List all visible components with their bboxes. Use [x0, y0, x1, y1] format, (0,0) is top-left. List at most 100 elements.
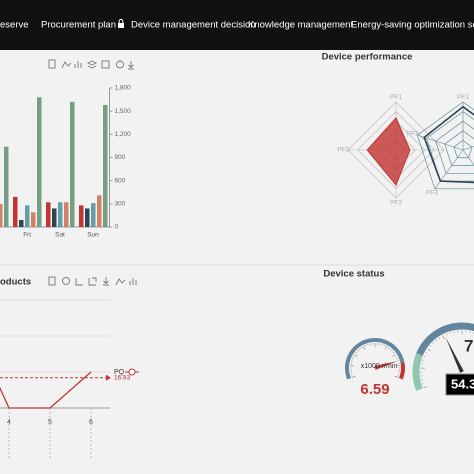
- tool-icon[interactable]: [101, 60, 110, 69]
- tool-icon[interactable]: [75, 278, 83, 286]
- gauge-tick: [365, 344, 367, 347]
- gauge-tick: [360, 347, 363, 349]
- tool-icon[interactable]: [74, 61, 82, 68]
- gauge-tick: [425, 352, 427, 354]
- x-tick-label: Sun: [87, 232, 99, 239]
- radar-ring: [453, 139, 473, 159]
- toolbar: [48, 276, 137, 286]
- nav-item[interactable]: Knowledge management: [248, 20, 353, 31]
- gauge-unit: x1000 r/min: [361, 363, 398, 370]
- gauge-tick: [396, 358, 399, 360]
- tool-icon[interactable]: [61, 61, 72, 69]
- gauge-arc: [412, 353, 423, 391]
- y-tick-label: 1,200: [115, 131, 132, 138]
- panel-title: Device performance: [322, 52, 413, 63]
- bar: [103, 104, 108, 227]
- panel-title: oducts: [0, 277, 31, 288]
- tool-icon[interactable]: [116, 60, 124, 69]
- bar: [79, 205, 84, 227]
- gauge-tick: [351, 375, 356, 378]
- y-tick-label: 1,500: [115, 108, 132, 115]
- gauge-tick: [395, 355, 398, 358]
- mark-arrow: [106, 374, 111, 381]
- gauge-value-box: [445, 373, 474, 396]
- lock-icon: [118, 18, 124, 28]
- y-tick-label: 900: [115, 154, 126, 161]
- line-series: [0, 371, 92, 409]
- bar: [4, 146, 9, 227]
- bar: [19, 220, 24, 227]
- gauge-arc: [345, 338, 405, 380]
- y-tick-label: 600: [115, 177, 126, 184]
- gauge-tick: [387, 347, 390, 349]
- nav-item[interactable]: Device management decision: [131, 20, 256, 31]
- tool-icon[interactable]: [115, 278, 126, 286]
- x-tick-label: Fri: [23, 232, 31, 239]
- gauge-tick: [355, 351, 358, 354]
- bar: [64, 202, 69, 227]
- legend-marker: [128, 368, 136, 376]
- bar: [91, 203, 96, 227]
- gauge-tick: [442, 335, 445, 340]
- gauge-tick: [389, 348, 392, 351]
- y-tick-label: 300: [115, 201, 126, 208]
- y-tick-label: 0: [115, 224, 119, 231]
- radar-label: PF3: [390, 200, 402, 207]
- bar: [0, 203, 3, 227]
- nav-item[interactable]: eserve: [0, 20, 29, 31]
- panel-title: Device status: [323, 269, 384, 280]
- nav-item[interactable]: Procurement plan: [41, 20, 116, 31]
- gauge-tick: [392, 351, 395, 354]
- tool-icon[interactable]: [86, 60, 98, 69]
- tool-icon[interactable]: [103, 277, 109, 286]
- radar-label: PF2: [337, 147, 349, 154]
- x-tick-label: 6: [89, 419, 93, 426]
- gauge-tick: [392, 353, 396, 357]
- bar: [31, 212, 36, 227]
- gauge-tick: [357, 350, 359, 352]
- legend-label: PQ: [114, 369, 125, 376]
- tool-icon[interactable]: [48, 276, 56, 286]
- tool-icon[interactable]: [48, 59, 56, 69]
- tool-icon[interactable]: [128, 61, 134, 70]
- gauge-tick: [351, 358, 354, 360]
- radar-ring: [444, 130, 474, 166]
- tool-icon[interactable]: [88, 277, 97, 286]
- gauge-arc: [416, 322, 474, 356]
- gauge-tick: [383, 344, 385, 347]
- bar: [52, 208, 57, 227]
- gauge-tick: [432, 342, 434, 344]
- radar-label: PF3: [426, 189, 438, 196]
- radar-label: PF1: [390, 94, 402, 101]
- gauge-tick: [362, 345, 366, 350]
- gauge-value: 54.3: [451, 376, 474, 391]
- x-tick-label: 5: [48, 419, 52, 426]
- x-tick-label: 4: [7, 419, 11, 426]
- bar: [25, 205, 30, 227]
- bar: [70, 101, 75, 227]
- gauge-tick: [423, 355, 426, 357]
- gauge-tick: [391, 350, 393, 352]
- radar-axis: [462, 146, 474, 151]
- gauge-needle: [445, 336, 464, 373]
- gauge-tick: [427, 348, 431, 352]
- radar-ring: [416, 101, 474, 190]
- nav-item[interactable]: Energy-saving optimization scheme: [351, 20, 474, 31]
- nav-bar: [0, 0, 474, 50]
- radar-area: [423, 105, 474, 184]
- tool-icon[interactable]: [62, 277, 70, 285]
- bar: [46, 202, 51, 227]
- radar-axis: [462, 149, 474, 166]
- mark-label: 16.83: [114, 374, 131, 381]
- bar: [85, 208, 90, 227]
- y-tick-label: 1,800: [115, 85, 132, 92]
- radar-ring: [435, 120, 474, 174]
- gauge-tick: [435, 339, 437, 342]
- gauge-arc: [398, 362, 405, 380]
- gauge-tick-label: 70: [464, 336, 474, 355]
- gauge-tick: [354, 353, 358, 357]
- x-tick-label: Sat: [55, 232, 65, 239]
- tool-icon[interactable]: [129, 278, 137, 285]
